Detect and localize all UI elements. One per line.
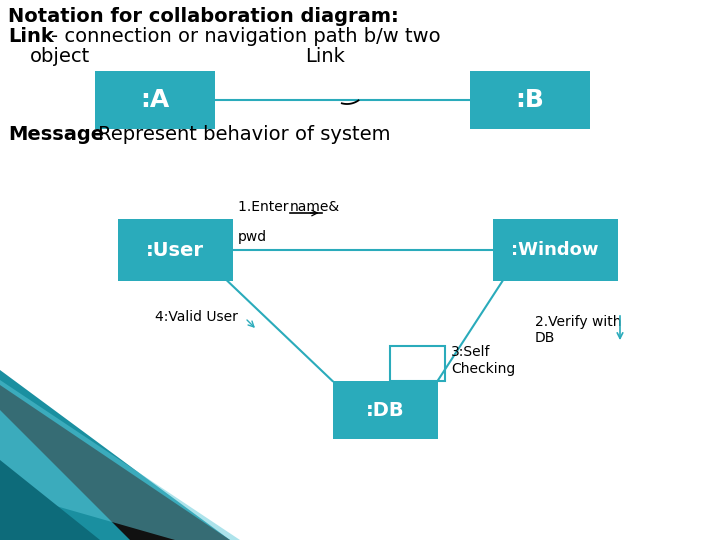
Text: name: name bbox=[289, 200, 329, 214]
FancyBboxPatch shape bbox=[470, 71, 590, 129]
Text: object: object bbox=[30, 47, 90, 66]
Text: :A: :A bbox=[140, 88, 170, 112]
Text: 2.Verify with: 2.Verify with bbox=[535, 315, 621, 329]
FancyBboxPatch shape bbox=[492, 219, 618, 281]
FancyBboxPatch shape bbox=[333, 381, 438, 439]
Text: - connection or navigation path b/w two: - connection or navigation path b/w two bbox=[51, 27, 441, 46]
Polygon shape bbox=[0, 380, 240, 540]
Text: Message: Message bbox=[8, 125, 104, 144]
Text: :B: :B bbox=[516, 88, 544, 112]
Text: -Represent behavior of system: -Represent behavior of system bbox=[91, 125, 390, 144]
Text: 4:Valid User: 4:Valid User bbox=[155, 310, 238, 324]
Text: Link: Link bbox=[305, 47, 345, 66]
Text: :DB: :DB bbox=[366, 401, 405, 420]
Text: Link: Link bbox=[8, 27, 54, 46]
Text: Checking: Checking bbox=[451, 361, 516, 375]
Polygon shape bbox=[0, 370, 230, 540]
Text: 1.Enter: 1.Enter bbox=[238, 200, 292, 214]
FancyBboxPatch shape bbox=[95, 71, 215, 129]
Text: pwd: pwd bbox=[238, 230, 266, 244]
Text: DB: DB bbox=[535, 331, 555, 345]
FancyBboxPatch shape bbox=[117, 219, 233, 281]
Polygon shape bbox=[0, 385, 230, 540]
Text: 3:Self: 3:Self bbox=[451, 346, 490, 360]
Polygon shape bbox=[0, 460, 100, 540]
Text: &: & bbox=[325, 200, 340, 214]
Text: Notation for collaboration diagram:: Notation for collaboration diagram: bbox=[8, 7, 399, 26]
Text: :User: :User bbox=[146, 240, 204, 260]
Text: :Window: :Window bbox=[511, 241, 599, 259]
